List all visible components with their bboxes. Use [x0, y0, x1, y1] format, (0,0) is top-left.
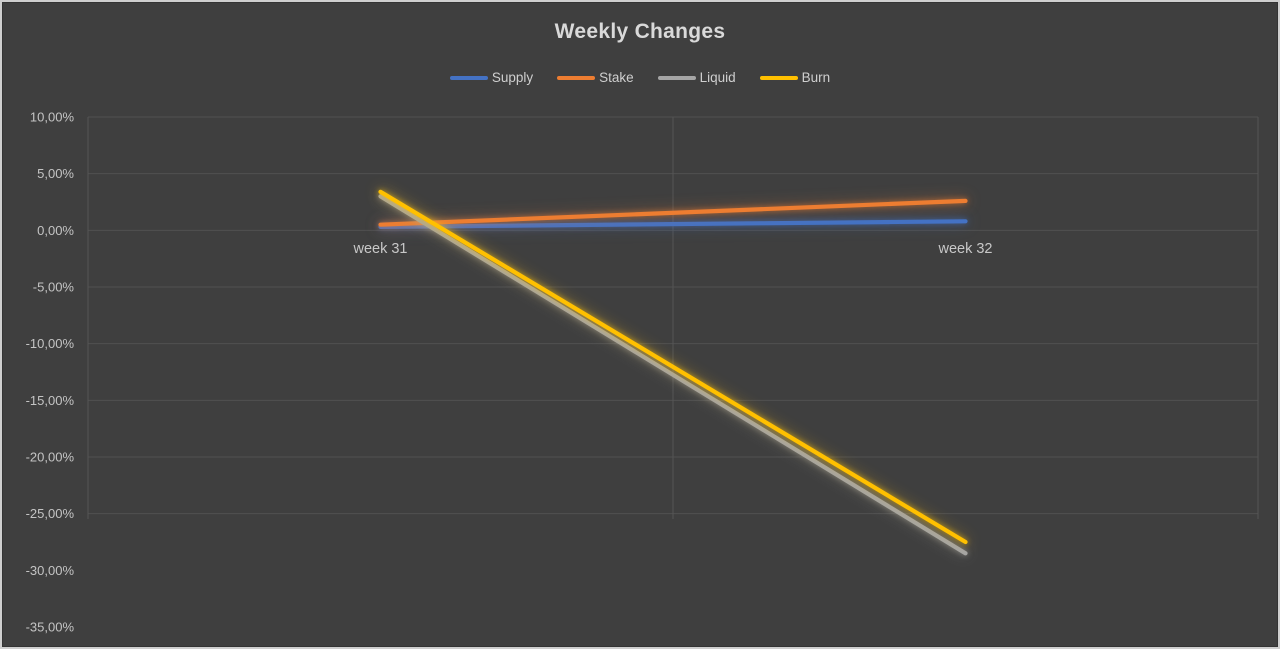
y-axis-tick-label: 10,00%	[30, 110, 75, 125]
series-line-burn	[378, 189, 968, 545]
y-axis-tick-label: -15,00%	[26, 393, 75, 408]
legend-swatch-burn	[759, 75, 798, 80]
legend-item-supply: Supply	[449, 70, 534, 85]
y-axis-tick-label: -10,00%	[26, 336, 75, 351]
legend-label: Burn	[801, 70, 831, 85]
y-axis-tick-label: -25,00%	[26, 506, 75, 521]
legend-label: Supply	[491, 70, 534, 85]
series-line-liquid	[378, 194, 968, 556]
chart-title: Weekly Changes	[554, 20, 726, 43]
y-axis-tick-label: -30,00%	[26, 563, 75, 578]
legend-item-liquid: Liquid	[657, 70, 736, 85]
y-axis-tick-label: 0,00%	[37, 223, 74, 238]
y-axis-tick-label: 5,00%	[37, 166, 74, 181]
legend-swatch-stake	[557, 75, 596, 80]
x-axis-category-label: week 31	[352, 241, 407, 257]
legend-swatch-supply	[449, 75, 488, 80]
x-axis-category-label: week 32	[937, 241, 992, 257]
legend-item-burn: Burn	[759, 70, 831, 85]
legend-item-stake: Stake	[557, 70, 634, 85]
series-line-stake	[378, 198, 968, 227]
chart-legend: Supply Stake Liquid Burn	[2, 70, 1278, 85]
y-axis-tick-label: -20,00%	[26, 450, 75, 465]
legend-swatch-liquid	[657, 75, 696, 80]
legend-label: Liquid	[699, 70, 736, 85]
series-line-supply	[378, 219, 968, 229]
y-axis-tick-label: -35,00%	[26, 620, 75, 635]
legend-label: Stake	[599, 70, 634, 85]
y-axis-tick-label: -5,00%	[33, 280, 75, 295]
